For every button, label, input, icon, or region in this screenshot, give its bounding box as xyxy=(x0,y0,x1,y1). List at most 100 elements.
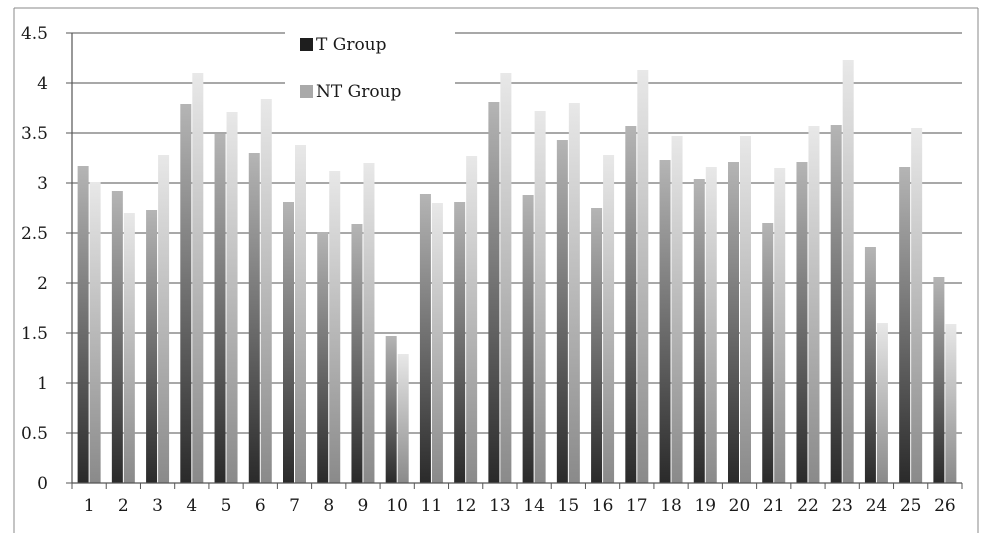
x-tick-label: 24 xyxy=(866,496,888,516)
bar-t-group xyxy=(180,104,192,483)
axes: 00.511.522.533.544.51 2 3 4 5 6 7 8 9 10 11 12 13 14 1… xyxy=(21,24,963,516)
bar-nt-group xyxy=(568,103,580,483)
x-tick-label: 19 xyxy=(694,496,716,516)
x-tick-label: 3 xyxy=(152,496,163,516)
y-tick-label: 3 xyxy=(37,174,48,194)
legend: T Group NT Group xyxy=(285,22,455,122)
bar-nt-group xyxy=(774,168,786,483)
x-tick-label: 9 xyxy=(358,496,369,516)
x-tick-label: 11 xyxy=(421,496,443,516)
bar-t-group xyxy=(762,223,774,483)
bar-nt-group xyxy=(876,323,888,483)
bar-t-group xyxy=(283,202,294,483)
x-tick-label: 2 xyxy=(118,496,129,516)
bar-nt-group xyxy=(671,136,683,483)
bar-t-group xyxy=(625,126,637,483)
bar-nt-group xyxy=(226,112,238,483)
bar-t-group xyxy=(214,134,226,483)
y-tick-label: 1.5 xyxy=(21,324,48,344)
bar-t-group xyxy=(556,140,568,483)
x-tick-label: 13 xyxy=(489,496,511,516)
legend-label: NT Group xyxy=(316,82,402,102)
bar-t-group xyxy=(933,277,945,483)
x-tick-label: 18 xyxy=(660,496,682,516)
x-tick-label: 1 xyxy=(84,496,95,516)
x-tick-label: 17 xyxy=(626,496,648,516)
y-tick-label: 3.5 xyxy=(21,124,48,144)
bar-nt-group xyxy=(192,73,204,483)
bar-t-group xyxy=(522,195,534,483)
bar-nt-group xyxy=(842,60,854,483)
bar-nt-group xyxy=(500,73,512,483)
x-tick-label: 26 xyxy=(934,496,956,516)
bars xyxy=(77,60,957,483)
bar-nt-group xyxy=(363,163,375,483)
bar-nt-group xyxy=(466,156,478,483)
bar-t-group xyxy=(864,247,876,483)
bar-t-group xyxy=(488,102,500,483)
bar-nt-group xyxy=(89,182,101,483)
bar-t-group xyxy=(796,162,808,483)
bar-t-group xyxy=(454,202,466,483)
x-tick-label: 25 xyxy=(900,496,922,516)
bar-nt-group xyxy=(808,126,820,483)
x-tick-label: 14 xyxy=(523,496,545,516)
x-tick-label: 6 xyxy=(255,496,266,516)
bar-nt-group xyxy=(637,70,649,483)
bar-t-group xyxy=(659,160,671,483)
legend-swatch xyxy=(300,38,313,51)
y-tick-label: 4.5 xyxy=(21,24,48,44)
bar-nt-group xyxy=(397,354,409,483)
y-tick-label: 2 xyxy=(37,274,48,294)
bar-t-group xyxy=(146,210,158,483)
bar-nt-group xyxy=(158,155,170,483)
bar-nt-group xyxy=(534,111,546,483)
x-tick-label: 21 xyxy=(763,496,785,516)
y-tick-label: 1 xyxy=(37,374,48,394)
bar-t-group xyxy=(248,153,260,483)
bar-t-group xyxy=(728,162,739,483)
bar-nt-group xyxy=(740,136,751,483)
bar-nt-group xyxy=(329,171,341,483)
gridlines xyxy=(72,32,962,434)
bar-t-group xyxy=(899,167,911,483)
bar-t-group xyxy=(419,194,431,483)
y-tick-label: 0.5 xyxy=(21,424,48,444)
bar-nt-group xyxy=(431,203,443,483)
x-tick-label: 23 xyxy=(831,496,853,516)
x-tick-label: 7 xyxy=(289,496,300,516)
legend-box xyxy=(285,22,455,122)
x-tick-label: 12 xyxy=(455,496,477,516)
x-tick-label: 20 xyxy=(729,496,751,516)
bar-nt-group xyxy=(260,99,272,483)
y-tick-label: 0 xyxy=(37,474,48,494)
bar-nt-group xyxy=(705,167,717,483)
x-tick-label: 15 xyxy=(558,496,580,516)
bar-t-group xyxy=(111,191,123,483)
bar-t-group xyxy=(351,224,363,483)
bar-t-group xyxy=(591,208,603,483)
y-tick-label: 4 xyxy=(37,74,48,94)
bar-nt-group xyxy=(123,213,135,483)
bar-nt-group xyxy=(603,155,615,483)
bar-nt-group xyxy=(911,128,923,483)
legend-swatch xyxy=(300,85,313,98)
x-tick-label: 16 xyxy=(592,496,614,516)
x-tick-label: 22 xyxy=(797,496,819,516)
bar-t-group xyxy=(830,125,842,483)
bar-nt-group xyxy=(945,324,957,483)
bar-nt-group xyxy=(295,145,306,483)
chart-frame xyxy=(13,7,979,533)
bar-t-group xyxy=(385,336,397,483)
x-tick-label: 4 xyxy=(186,496,197,516)
x-tick-label: 8 xyxy=(323,496,334,516)
x-tick-label: 5 xyxy=(221,496,232,516)
bar-t-group xyxy=(693,179,705,483)
legend-label: T Group xyxy=(316,35,387,55)
y-tick-label: 2.5 xyxy=(21,224,48,244)
bar-t-group xyxy=(77,166,89,483)
x-tick-label: 10 xyxy=(386,496,408,516)
bar-t-group xyxy=(317,232,329,483)
